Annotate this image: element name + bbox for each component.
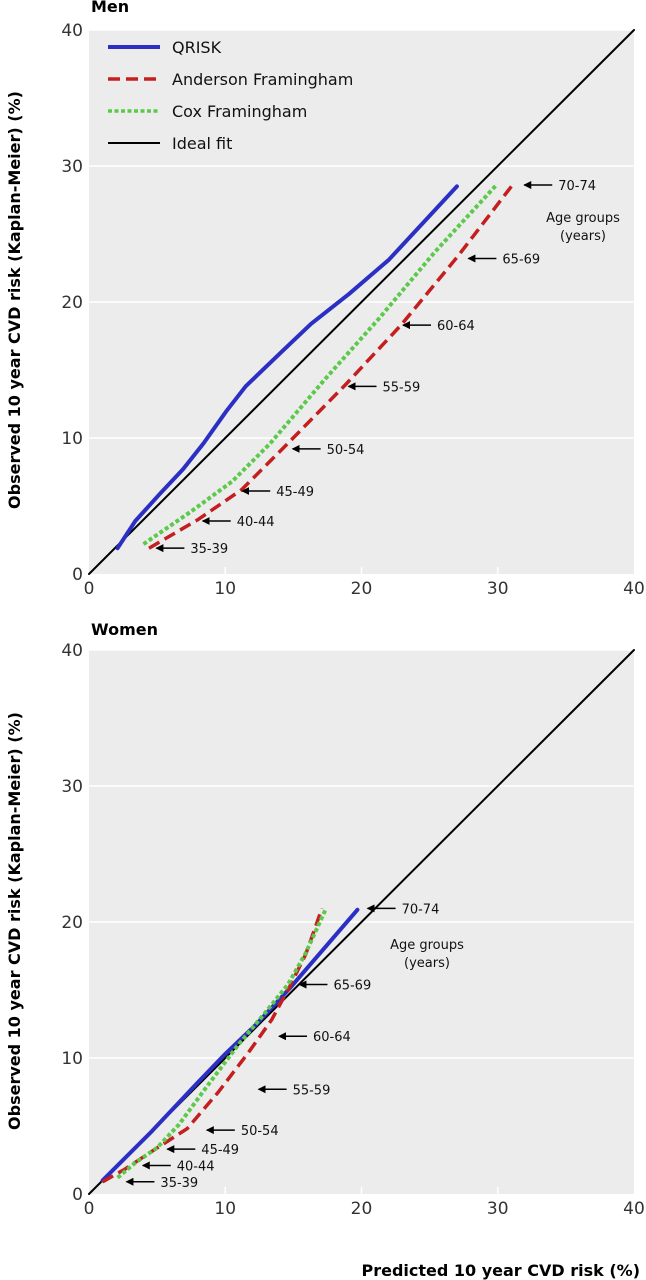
men-panel-title: Men	[91, 0, 129, 16]
women-xtick-label: 0	[84, 1199, 95, 1219]
women-xtick-label: 40	[623, 1199, 645, 1219]
men-ytick-label: 20	[61, 293, 83, 313]
men-age-label: 60-64	[437, 319, 475, 334]
men-series-cox-framingham	[142, 183, 498, 546]
women-panel-title: Women	[91, 620, 158, 639]
women-age-label: 35-39	[160, 1176, 198, 1191]
women-age-label: 60-64	[313, 1030, 351, 1045]
women-age-groups-note: (years)	[404, 956, 450, 971]
women-age-groups-note: Age groups	[390, 938, 464, 953]
women-ytick-label: 20	[61, 913, 83, 933]
legend-label: Anderson Framingham	[172, 70, 353, 89]
women-ytick-label: 0	[72, 1185, 83, 1205]
men-ytick-label: 40	[61, 21, 83, 41]
men-series-ideal-fit	[88, 29, 635, 575]
women-series-qrisk	[100, 907, 360, 1183]
men-series-anderson-framingham	[148, 185, 513, 550]
women-age-label: 55-59	[293, 1083, 331, 1098]
men-age-groups-note: Age groups	[546, 211, 620, 226]
legend-label: Cox Framingham	[172, 102, 307, 121]
women-age-label: 40-44	[177, 1159, 215, 1174]
men-ytick-label: 10	[61, 429, 83, 449]
x-axis-label: Predicted 10 year CVD risk (%)	[361, 1261, 640, 1280]
legend-label: Ideal fit	[172, 134, 232, 153]
legend-label: QRISK	[172, 38, 222, 57]
men-xtick-label: 20	[351, 579, 373, 599]
y-axis-label-men: Observed 10 year CVD risk (Kaplan-Meier)…	[5, 91, 24, 509]
men-age-label: 70-74	[558, 179, 596, 194]
men-ytick-label: 0	[72, 565, 83, 585]
men-age-label: 40-44	[237, 515, 275, 530]
men-xtick-label: 10	[214, 579, 236, 599]
men-age-label: 35-39	[190, 542, 228, 557]
women-age-label: 70-74	[402, 902, 440, 917]
legend: QRISK Anderson Framingham Cox Framingham Id…	[108, 38, 353, 153]
women-xtick-label: 30	[487, 1199, 509, 1219]
men-age-label: 45-49	[276, 485, 314, 500]
men-series-qrisk	[115, 184, 459, 551]
women-ytick-label: 10	[61, 1049, 83, 1069]
women-ytick-label: 40	[61, 641, 83, 661]
women-xtick-label: 10	[214, 1199, 236, 1219]
men-age-groups-note: (years)	[560, 229, 606, 244]
y-axis-label-women: Observed 10 year CVD risk (Kaplan-Meier)…	[5, 712, 24, 1130]
women-series-cox-framingham	[116, 907, 328, 1180]
women-age-label: 45-49	[201, 1143, 239, 1158]
women-ytick-label: 30	[61, 777, 83, 797]
men-age-label: 55-59	[383, 380, 421, 395]
men-ytick-label: 30	[61, 157, 83, 177]
men-xtick-label: 30	[487, 579, 509, 599]
men-xtick-label: 0	[84, 579, 95, 599]
men-xtick-label: 40	[623, 579, 645, 599]
women-age-label: 65-69	[333, 979, 371, 994]
men-age-label: 50-54	[327, 443, 365, 458]
men-age-label: 65-69	[502, 252, 540, 267]
women-age-label: 50-54	[241, 1124, 279, 1139]
women-panel: 0 10 20 30 40 0 10 20 30 40 Women 35-39 40-4445-4950…	[61, 620, 644, 1219]
women-xtick-label: 20	[351, 1199, 373, 1219]
